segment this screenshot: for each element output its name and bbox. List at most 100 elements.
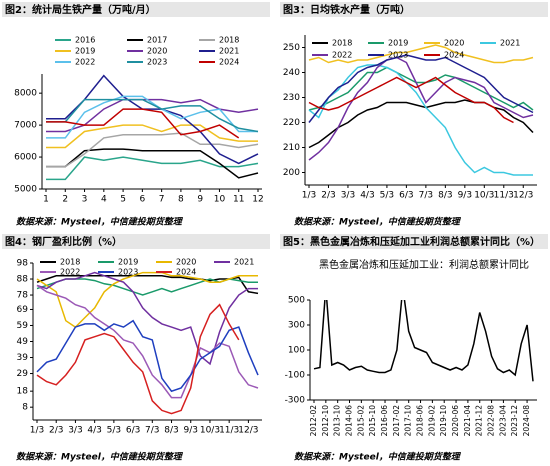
x-tick-label: 11 xyxy=(233,195,244,205)
y-tick-label: 5000 xyxy=(14,185,37,195)
series-line xyxy=(36,275,259,295)
series-line xyxy=(36,284,259,399)
x-tick-label: 2017-10 xyxy=(404,405,413,437)
x-tick-label: 11/3 xyxy=(494,191,514,201)
legend-label: 2019 xyxy=(388,39,408,48)
y-tick-label: 7000 xyxy=(14,121,37,131)
legend-label: 2020 xyxy=(147,47,167,56)
x-tick-label: 6/3 xyxy=(399,191,413,201)
series-line xyxy=(46,124,258,149)
series-line xyxy=(36,271,258,366)
source-note: 数据来源：Mysteel，中信建投期货整理 xyxy=(294,452,462,463)
x-tick-label: 3 xyxy=(82,195,88,205)
y-tick-label: 240 xyxy=(283,68,300,78)
legend-label: 2022 xyxy=(75,58,95,67)
header-bar xyxy=(280,2,548,17)
x-tick-label: 2012-02 xyxy=(309,405,318,437)
x-tick-label: 7/3 xyxy=(145,426,159,436)
header-bar xyxy=(280,234,548,249)
legend-label: 2023 xyxy=(147,58,167,67)
y-tick-label: 250 xyxy=(283,43,300,53)
legend-label: 2022 xyxy=(60,268,80,277)
x-tick-label: 8 xyxy=(178,195,184,205)
series-line xyxy=(46,108,240,139)
x-tick-label: 2015-02 xyxy=(356,405,365,437)
series-line xyxy=(36,319,259,393)
series-line xyxy=(308,66,534,111)
legend-label: 2017 xyxy=(147,36,167,45)
legend-label: 2020 xyxy=(444,39,464,48)
x-tick-label: 12/3 xyxy=(513,191,533,201)
series-line xyxy=(313,300,534,382)
x-tick-label: 2014-06 xyxy=(345,405,354,437)
x-tick-label: 1 xyxy=(43,195,49,205)
y-tick-label: 39 xyxy=(17,353,29,363)
x-tick-label: 3/3 xyxy=(68,426,82,436)
legend-label: 2016 xyxy=(75,36,95,45)
x-tick-label: 2013-10 xyxy=(333,405,342,437)
x-tick-label: 2023-04 xyxy=(498,405,507,437)
x-tick-label: 9 xyxy=(197,195,203,205)
x-tick-label: 1/3 xyxy=(30,426,44,436)
series-line xyxy=(46,95,258,139)
legend-label: 2023 xyxy=(388,51,408,60)
series-line xyxy=(46,98,259,133)
x-tick-label: 2024-08 xyxy=(522,405,531,437)
y-tick-label: 230 xyxy=(283,93,300,103)
x-tick-label: 2019-02 xyxy=(427,405,436,437)
x-tick-label: 10/3 xyxy=(474,191,494,201)
x-tick-label: 2015-10 xyxy=(368,405,377,437)
source-note: 数据来源：Mysteel，中信建投期货整理 xyxy=(16,452,184,463)
x-tick-label: 7/3 xyxy=(419,191,433,201)
x-tick-label: 2022-08 xyxy=(487,405,496,437)
y-tick-label: 88 xyxy=(17,275,29,285)
legend-label: 2024 xyxy=(219,58,239,67)
x-tick-label: 12 xyxy=(252,195,263,205)
x-tick-label: 6 xyxy=(139,195,145,205)
legend-label: 2021 xyxy=(500,39,520,48)
source-note: 数据来源：Mysteel，中信建投期货整理 xyxy=(294,217,462,228)
x-tick-label: 2016-06 xyxy=(380,405,389,437)
y-tick-label: 8 xyxy=(22,403,28,413)
legend-label: 2018 xyxy=(60,258,80,267)
figure-title: 图3：日均铁水产量（万吨） xyxy=(283,3,410,16)
x-tick-label: 2018-06 xyxy=(416,405,425,437)
y-tick-label: 78 xyxy=(17,291,29,301)
series-line xyxy=(46,98,259,133)
y-tick-label: 200 xyxy=(283,168,300,178)
legend-label: 2021 xyxy=(219,47,239,56)
y-tick-label: 18 xyxy=(17,387,29,397)
y-tick-label: 59 xyxy=(17,321,29,331)
legend-label: 2021 xyxy=(234,258,254,267)
x-tick-label: 6/3 xyxy=(126,426,140,436)
figure-title: 图5：黑色金属冶炼和压延加工业利润总额累计同比（%） xyxy=(283,235,540,248)
legend-label: 2018 xyxy=(332,39,352,48)
x-tick-label: 4/3 xyxy=(87,426,101,436)
header-bar xyxy=(2,234,270,249)
series-line xyxy=(46,148,259,179)
series-line xyxy=(308,54,534,123)
y-tick-label: 8000 xyxy=(14,89,37,99)
x-tick-label: 2020-06 xyxy=(451,405,460,437)
x-tick-label: 2019-10 xyxy=(439,405,448,437)
y-tick-label: 29 xyxy=(17,369,29,379)
x-tick-label: 4 xyxy=(101,195,107,205)
x-tick-label: 10/3 xyxy=(200,426,220,436)
header-bar xyxy=(2,2,270,17)
x-tick-label: 2 xyxy=(62,195,68,205)
legend-label: 2022 xyxy=(332,51,352,60)
series-line xyxy=(36,303,240,415)
legend-label: 2018 xyxy=(219,36,239,45)
x-tick-label: 2012-10 xyxy=(321,405,330,437)
y-tick-label: 100 xyxy=(288,346,305,356)
x-tick-label: 8/3 xyxy=(438,191,452,201)
x-tick-label: 4/3 xyxy=(360,191,374,201)
x-tick-label: 8/3 xyxy=(164,426,178,436)
x-tick-label: 11/3 xyxy=(219,426,239,436)
legend-label: 2019 xyxy=(118,258,138,267)
y-tick-label: 300 xyxy=(288,321,305,331)
legend-label: 2020 xyxy=(176,258,196,267)
series-line xyxy=(36,278,258,296)
x-tick-label: 2/3 xyxy=(321,191,335,201)
x-tick-label: 2017-02 xyxy=(392,405,401,437)
